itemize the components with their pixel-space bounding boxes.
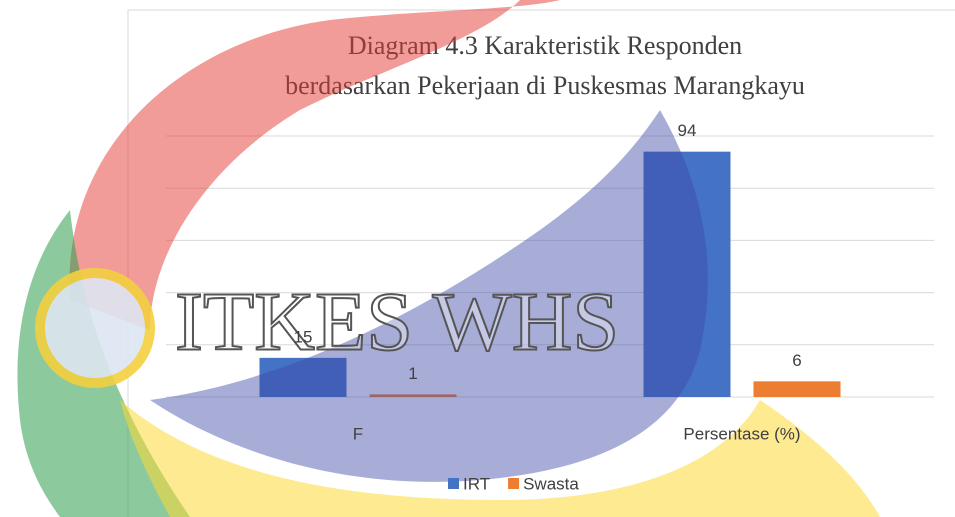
data-label: 15 [294, 327, 313, 346]
chart-title: Diagram 4.3 Karakteristik Responden [348, 31, 742, 60]
watermark-shape [120, 400, 880, 517]
legend-label: IRT [463, 474, 490, 493]
watermark-text: ITKES WHS [175, 275, 619, 368]
data-label: 1 [408, 364, 417, 383]
data-label: 94 [678, 121, 697, 140]
legend-label: Swasta [523, 474, 579, 493]
x-tick-label: F [353, 424, 363, 443]
x-tick-label: Persentase (%) [683, 424, 800, 443]
chart-title: berdasarkan Pekerjaan di Puskesmas Maran… [285, 71, 805, 100]
bar [369, 394, 457, 397]
bar [259, 357, 347, 397]
bar [643, 151, 731, 397]
legend-swatch [448, 478, 459, 489]
watermark-shape [17, 210, 190, 517]
watermark-shape [150, 110, 708, 482]
bar [753, 381, 841, 397]
data-label: 6 [792, 351, 801, 370]
legend-swatch [508, 478, 520, 489]
watermark-logo [35, 268, 155, 388]
